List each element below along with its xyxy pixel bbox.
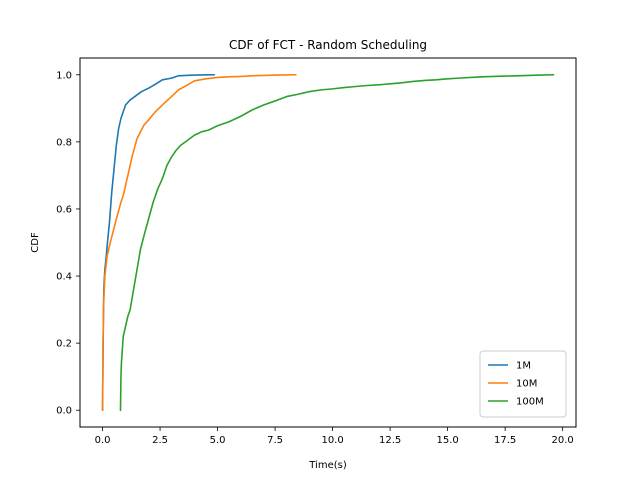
y-tick-label: 0.4 <box>56 272 72 283</box>
x-tick-label: 12.5 <box>379 435 401 446</box>
legend: 1M 10M 100M <box>479 350 567 418</box>
y-tick-label: 0.6 <box>56 204 72 215</box>
x-tick-label: 5.0 <box>210 435 226 446</box>
series-line-100m <box>119 73 555 412</box>
x-tick-label: 7.5 <box>267 435 283 446</box>
y-tick-label: 0.0 <box>56 406 72 417</box>
legend-label: 1M <box>516 361 531 372</box>
axes-frame <box>79 57 577 428</box>
x-axis-label: Time(s) <box>308 460 347 471</box>
y-tick-label: 1.0 <box>56 70 72 81</box>
chart-title: CDF of FCT - Random Scheduling <box>229 38 427 52</box>
x-tick-label: 10.0 <box>321 435 343 446</box>
y-tick-label: 0.2 <box>56 339 72 350</box>
y-axis-ticks: 0.0 0.2 0.4 0.6 0.8 1.0 <box>56 70 80 417</box>
series-layer <box>101 73 555 412</box>
x-tick-label: 15.0 <box>436 435 458 446</box>
series-line-10m <box>101 73 297 412</box>
legend-label: 10M <box>516 379 537 390</box>
y-axis-label: CDF <box>30 232 41 253</box>
x-tick-label: 20.0 <box>552 435 574 446</box>
x-tick-label: 2.5 <box>152 435 168 446</box>
x-tick-label: 0.0 <box>95 435 111 446</box>
x-tick-label: 17.5 <box>494 435 516 446</box>
y-tick-label: 0.8 <box>56 137 72 148</box>
x-axis-ticks: 0.0 2.5 5.0 7.5 10.0 12.5 15.0 17.5 20.0 <box>95 427 574 446</box>
legend-label: 100M <box>516 397 544 408</box>
